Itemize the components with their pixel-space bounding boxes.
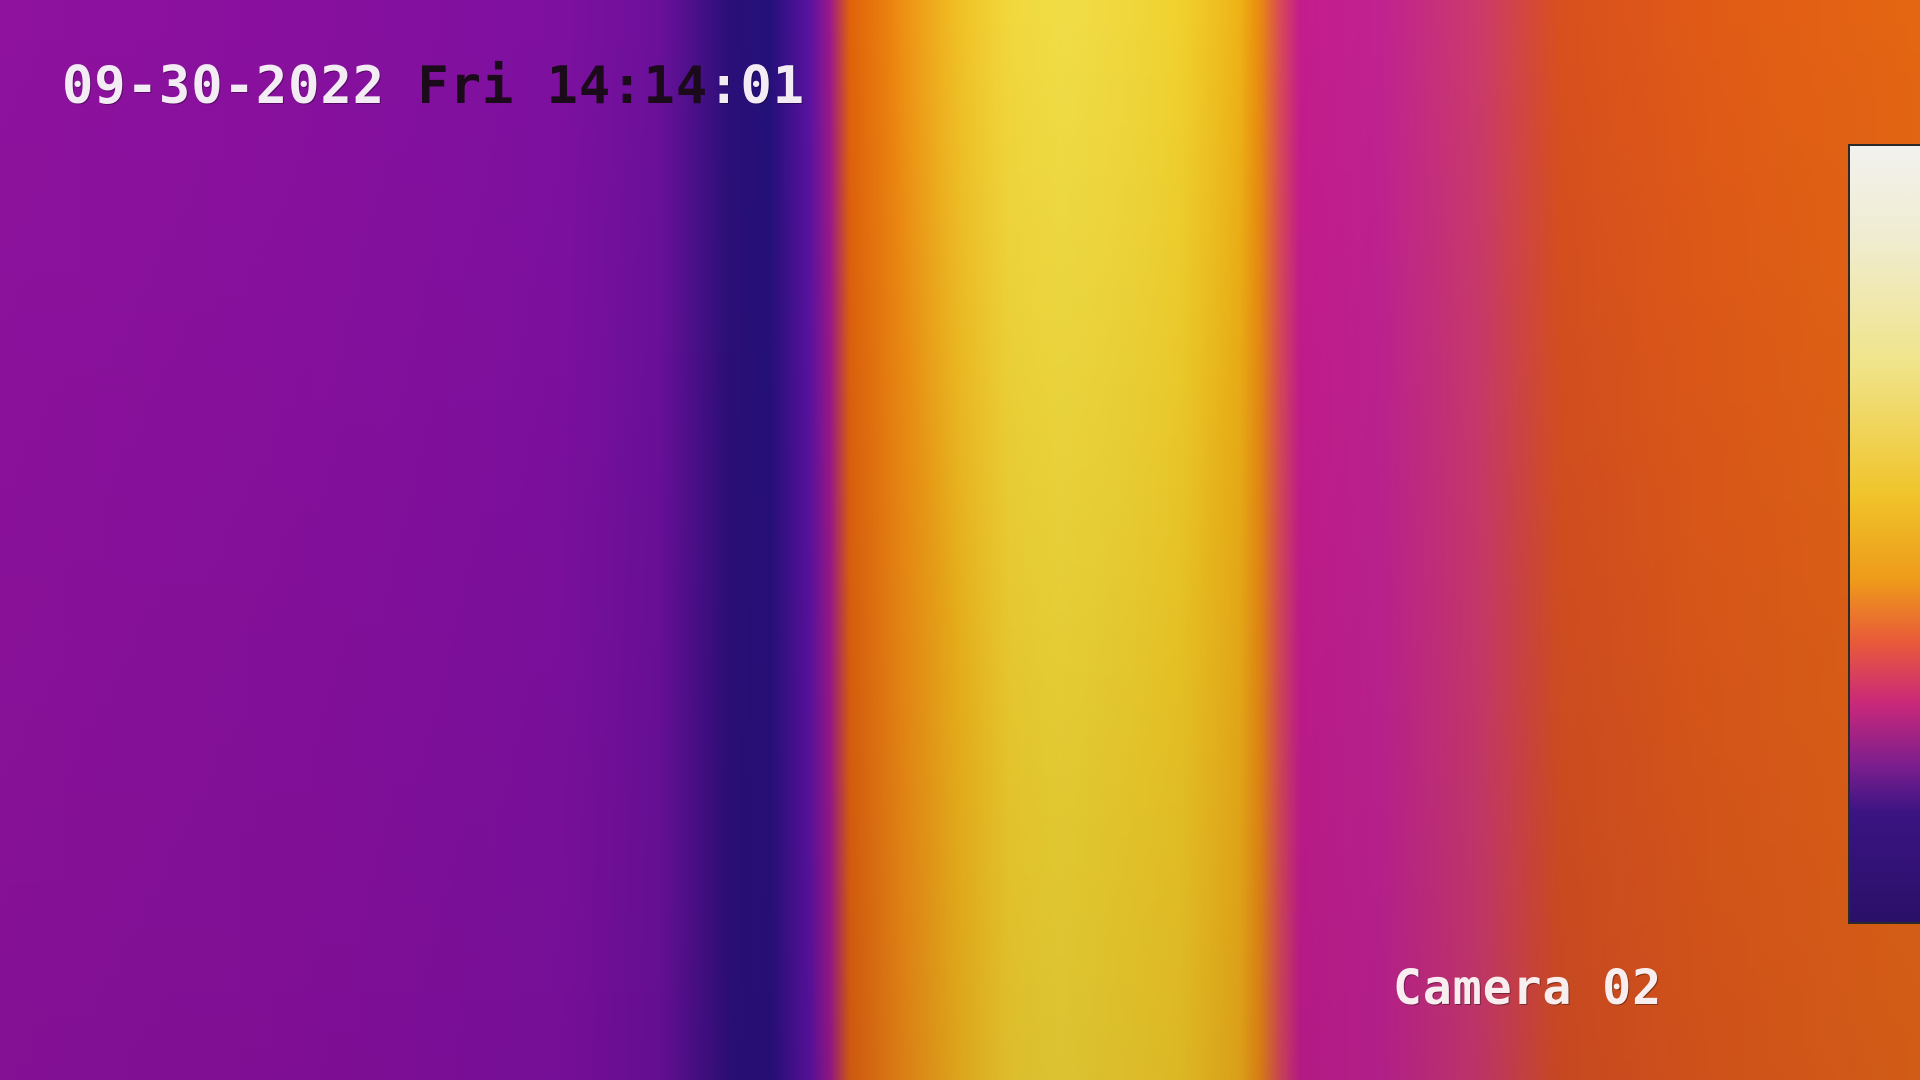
weekday-text: Fri bbox=[417, 56, 515, 116]
date-text: 09-30-2022 bbox=[62, 56, 386, 116]
camera-label: Camera 02 bbox=[1393, 960, 1663, 1016]
time-hours-minutes: 14:14 bbox=[546, 56, 709, 116]
time-seconds: :01 bbox=[708, 56, 806, 116]
temperature-color-scale bbox=[1848, 144, 1920, 924]
timestamp-overlay: 09-30-2022 Fri 14:14:01 bbox=[62, 56, 805, 116]
thermal-hotspot bbox=[840, 0, 1300, 1080]
